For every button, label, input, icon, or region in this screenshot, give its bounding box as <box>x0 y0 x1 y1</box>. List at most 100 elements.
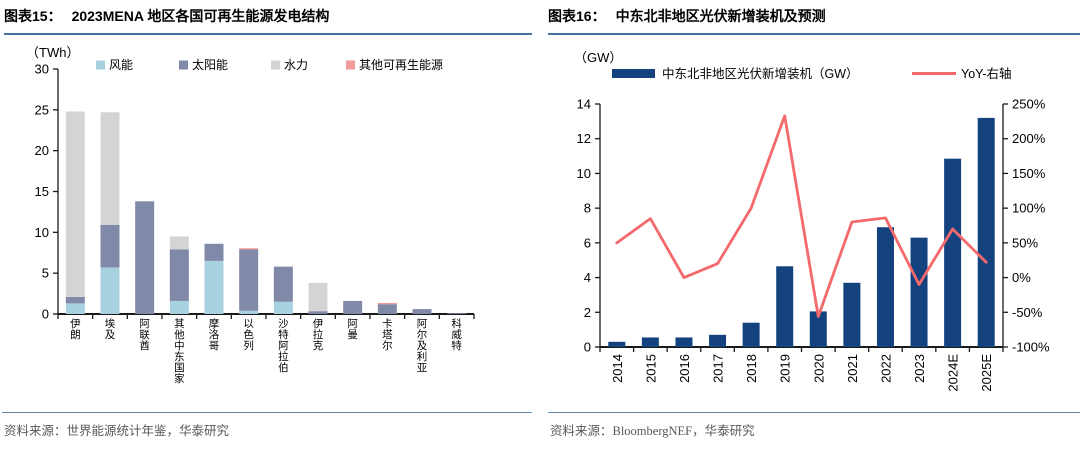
bar-2014 <box>608 341 626 347</box>
bar-伊朗 <box>65 111 85 314</box>
left-axis-tick-label: 10 <box>577 166 591 181</box>
legend-label-1: 风能 <box>109 58 133 72</box>
bar-segment <box>412 309 432 314</box>
bar-segment <box>135 201 155 314</box>
left-axis-tick-label: 6 <box>584 235 591 250</box>
bar-2015 <box>641 337 659 347</box>
category-label: 卡塔尔 <box>382 317 393 352</box>
figure15-stacked-bar-chart: （TWh） 风能 太阳能 水力 其他可再生能源 0 5 10 15 20 25 30 伊朗 埃及 阿联酋 其他… <box>26 45 475 385</box>
left-axis-tick-label: 4 <box>584 270 591 285</box>
bar-segment <box>65 303 85 314</box>
figure16-label: 图表16： <box>548 8 606 24</box>
category-label: 沙特阿拉伯 <box>278 318 289 374</box>
y-axis-tick-label: 10 <box>35 225 49 240</box>
y-axis-tick-label: 30 <box>35 62 49 77</box>
legend-label-3: 水力 <box>284 58 308 72</box>
bar-其他中东国家 <box>169 236 189 314</box>
bar-阿曼 <box>343 300 363 314</box>
left-axis-tick-label: 0 <box>584 340 591 355</box>
y-axis-tick-label: 25 <box>35 102 49 117</box>
bar-科威特 <box>447 313 467 314</box>
category-label: 2021 <box>845 354 860 383</box>
bar-segment <box>65 111 85 297</box>
right-axis-tick-label: 0% <box>1012 270 1031 285</box>
category-label: 2016 <box>677 354 692 383</box>
right-axis-tick-label: 200% <box>1012 131 1046 146</box>
bar-segment <box>377 302 397 305</box>
bar-伊拉克 <box>308 282 328 314</box>
bar-segment <box>239 310 259 314</box>
right-axis-tick-label: 50% <box>1012 235 1038 250</box>
category-label: 2019 <box>778 354 793 383</box>
category-label: 埃及 <box>105 317 116 341</box>
right-axis-tick-label: -50% <box>1012 305 1043 320</box>
bar-2016 <box>675 337 693 347</box>
bar-2017 <box>709 334 727 347</box>
category-label: 2020 <box>811 354 826 383</box>
category-label: 阿联酋 <box>139 318 150 352</box>
bar-2019 <box>776 266 794 347</box>
category-label: 2025E <box>979 354 994 392</box>
figure15-title: 2023MENA 地区各国可再生能源发电结构 <box>71 8 330 24</box>
bar-卡塔尔 <box>377 302 397 314</box>
legend-swatch-1 <box>96 60 105 70</box>
bar-segment <box>273 301 293 314</box>
bar-segment <box>100 224 120 268</box>
bar-segment <box>169 300 189 314</box>
bar-2020 <box>809 311 827 347</box>
category-label: 2015 <box>643 354 658 383</box>
left-axis-tick-label: 2 <box>584 305 591 320</box>
figure16-title: 中东北非地区光伏新增装机及预测 <box>615 8 826 24</box>
bar-2021 <box>843 282 861 347</box>
bar-2025E <box>977 117 995 347</box>
figure15-header: 图表15： 2023MENA 地区各国可再生能源发电结构 <box>4 6 532 35</box>
bar-segment <box>377 304 397 314</box>
category-label: 2018 <box>744 354 759 383</box>
bar-segment <box>65 296 85 304</box>
category-label: 阿尔及利亚 <box>417 318 428 374</box>
category-label: 2014 <box>610 354 625 383</box>
figure16-bar-line-chart: （GW） 中东北非地区光伏新增装机（GW） YoY-右轴 0 2 4 6 8 10 12 14 -10… <box>574 50 1050 392</box>
left-axis-tick-label: 14 <box>577 97 591 112</box>
legend-label-2: 太阳能 <box>192 57 228 72</box>
category-label: 2023 <box>912 354 927 383</box>
figure16-header: 图表16： 中东北非地区光伏新增装机及预测 <box>548 6 1080 35</box>
bar-segment <box>100 112 120 225</box>
bar-segment <box>169 249 189 301</box>
y-axis-tick-label: 20 <box>35 143 49 158</box>
category-label: 2022 <box>878 354 893 383</box>
bar-埃及 <box>100 112 120 314</box>
category-label: 阿曼 <box>347 318 358 341</box>
category-label: 科威特 <box>451 317 462 352</box>
figure15-source: 资料来源：世界能源统计年鉴，华泰研究 <box>2 412 532 439</box>
bar-segment <box>239 249 259 311</box>
right-axis-tick-label: 100% <box>1012 201 1046 216</box>
bar-segment <box>308 311 328 314</box>
bar-2018 <box>742 322 760 347</box>
y-axis-tick-label: 0 <box>42 307 49 322</box>
bar-segment <box>343 300 363 314</box>
bar-segment <box>169 236 189 250</box>
bar-阿联酋 <box>135 201 155 314</box>
yoy-line <box>615 114 988 318</box>
category-label: 其他中东国家 <box>174 318 185 385</box>
category-label: 摩洛哥 <box>209 317 220 352</box>
bar-2024E <box>944 158 962 347</box>
right-axis-tick-label: 250% <box>1012 97 1046 112</box>
bar-阿尔及利亚 <box>412 309 432 314</box>
y-axis-tick-label: 5 <box>42 266 49 281</box>
bar-2023 <box>910 237 928 347</box>
category-label: 2017 <box>711 354 726 383</box>
legend-bar-swatch <box>612 69 655 78</box>
legend-swatch-4 <box>346 60 355 70</box>
category-label: 2024E <box>946 354 961 392</box>
bar-2022 <box>876 227 894 347</box>
y-axis-tick-label: 15 <box>35 184 49 199</box>
legend-label-4: 其他可再生能源 <box>359 58 443 72</box>
figure16-source: 资料来源：BloombergNEF，华泰研究 <box>548 412 1080 439</box>
bar-segment <box>239 248 259 250</box>
left-axis-tick-label: 12 <box>577 131 591 146</box>
category-label: 伊拉克 <box>313 318 324 352</box>
figure15-panel: 图表15： 2023MENA 地区各国可再生能源发电结构 （TWh） 风能 太阳能 水力… <box>2 6 532 439</box>
